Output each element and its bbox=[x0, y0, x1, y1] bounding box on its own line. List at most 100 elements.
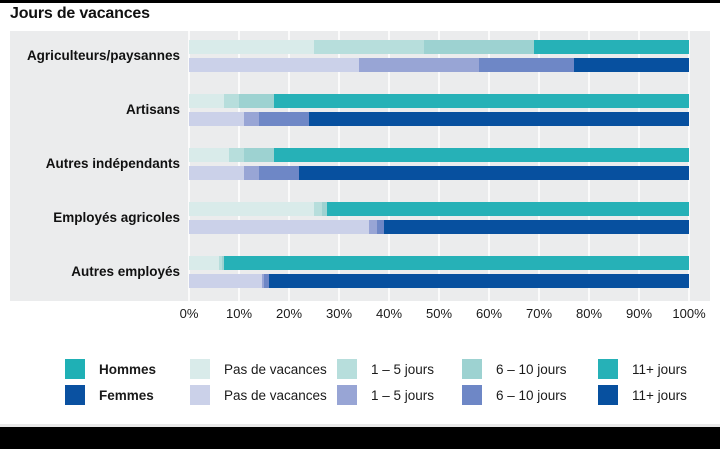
legend-femmes-pas: Pas de vacances bbox=[190, 385, 327, 405]
category-label: Employés agricoles bbox=[53, 210, 180, 225]
bar-segment bbox=[269, 274, 689, 288]
legend-hommes-pas: Pas de vacances bbox=[190, 359, 327, 379]
bar-segment bbox=[264, 274, 269, 288]
bar-segment bbox=[314, 40, 424, 54]
bar-femmes bbox=[189, 58, 689, 72]
bar-segment bbox=[261, 274, 264, 288]
gridline bbox=[688, 31, 690, 301]
bar-segment bbox=[321, 202, 327, 216]
bar-segment bbox=[309, 112, 689, 126]
legend-swatch bbox=[65, 385, 85, 405]
category-label: Autres indépendants bbox=[45, 156, 180, 171]
category-label: Autres employés bbox=[71, 264, 180, 279]
bar-segment bbox=[221, 256, 224, 270]
bar-segment bbox=[534, 40, 689, 54]
bottom-border bbox=[0, 427, 720, 449]
legend-swatch bbox=[65, 359, 85, 379]
bar-segment bbox=[224, 256, 689, 270]
x-axis-tick: 60% bbox=[475, 306, 503, 321]
bar-segment bbox=[259, 166, 299, 180]
bar-segment bbox=[189, 256, 219, 270]
legend-hommes-j11: 11+ jours bbox=[598, 359, 687, 379]
bottom-divider bbox=[0, 424, 720, 427]
bar-segment bbox=[229, 148, 244, 162]
bar-segment bbox=[259, 112, 309, 126]
top-border bbox=[0, 0, 720, 3]
bar-segment bbox=[244, 112, 259, 126]
bar-femmes bbox=[189, 220, 689, 234]
bar-segment bbox=[244, 166, 259, 180]
bar-segment bbox=[479, 58, 574, 72]
legend-item-label: Pas de vacances bbox=[224, 387, 327, 403]
bar-femmes bbox=[189, 166, 689, 180]
bar-segment bbox=[189, 112, 244, 126]
x-axis-tick: 10% bbox=[225, 306, 253, 321]
legend-femmes-j11: 11+ jours bbox=[598, 385, 687, 405]
legend-item-label: 11+ jours bbox=[632, 387, 687, 403]
legend-swatch bbox=[337, 385, 357, 405]
legend-item-label: Pas de vacances bbox=[224, 361, 327, 377]
bar-segment bbox=[376, 220, 384, 234]
legend-series-femmes: Femmes bbox=[65, 385, 154, 405]
category-label: Artisans bbox=[125, 102, 180, 117]
category-label: Agriculteurs/paysannes bbox=[26, 48, 180, 63]
legend-swatch bbox=[337, 359, 357, 379]
x-axis-tick: 90% bbox=[625, 306, 653, 321]
page-title: Jours de vacances bbox=[10, 5, 150, 22]
legend-item-label: 1 – 5 jours bbox=[371, 361, 435, 377]
bar-hommes bbox=[189, 148, 689, 162]
bar-segment bbox=[219, 256, 222, 270]
legend-swatch bbox=[190, 385, 210, 405]
bar-segment bbox=[384, 220, 689, 234]
x-axis-tick: 100% bbox=[672, 306, 706, 321]
legend-femmes-j6_10: 6 – 10 jours bbox=[462, 385, 567, 405]
bar-hommes bbox=[189, 40, 689, 54]
x-axis-tick: 50% bbox=[425, 306, 453, 321]
bar-segment bbox=[369, 220, 377, 234]
x-axis-tick: 0% bbox=[179, 306, 199, 321]
bar-segment bbox=[299, 166, 689, 180]
bar-segment bbox=[189, 94, 224, 108]
bar-segment bbox=[189, 166, 244, 180]
bar-segment bbox=[224, 94, 239, 108]
bar-segment bbox=[359, 58, 479, 72]
x-axis-tick: 30% bbox=[325, 306, 353, 321]
legend-series-label: Hommes bbox=[99, 361, 157, 377]
bar-segment bbox=[189, 202, 314, 216]
x-axis-tick: 80% bbox=[575, 306, 603, 321]
legend-swatch bbox=[190, 359, 210, 379]
legend-item-label: 6 – 10 jours bbox=[496, 361, 567, 377]
legend-hommes-j6_10: 6 – 10 jours bbox=[462, 359, 567, 379]
chart-panel: Agriculteurs/paysannes Artisans Autres ind… bbox=[10, 31, 710, 301]
legend-series-hommes: Hommes bbox=[65, 359, 156, 379]
bar-segment bbox=[326, 202, 689, 216]
legend-swatch bbox=[462, 359, 482, 379]
bar-hommes bbox=[189, 256, 689, 270]
legend-swatch bbox=[598, 385, 618, 405]
bar-segment bbox=[274, 148, 689, 162]
bar-segment bbox=[189, 148, 229, 162]
legend-hommes-j1_5: 1 – 5 jours bbox=[337, 359, 434, 379]
bar-segment bbox=[189, 58, 359, 72]
bar-segment bbox=[239, 94, 274, 108]
legend-femmes-j1_5: 1 – 5 jours bbox=[337, 385, 434, 405]
bar-segment bbox=[189, 274, 262, 288]
bar-segment bbox=[274, 94, 689, 108]
legend-item-label: 6 – 10 jours bbox=[496, 387, 567, 403]
bar-segment bbox=[574, 58, 689, 72]
x-axis-tick: 70% bbox=[525, 306, 553, 321]
bar-femmes bbox=[189, 274, 689, 288]
bar-hommes bbox=[189, 94, 689, 108]
bar-segment bbox=[189, 220, 369, 234]
x-axis-tick: 40% bbox=[375, 306, 403, 321]
bar-segment bbox=[244, 148, 274, 162]
x-axis-tick: 20% bbox=[275, 306, 303, 321]
bar-segment bbox=[314, 202, 322, 216]
legend-swatch bbox=[462, 385, 482, 405]
bar-segment bbox=[189, 40, 314, 54]
legend-item-label: 11+ jours bbox=[632, 361, 687, 377]
bar-femmes bbox=[189, 112, 689, 126]
legend-swatch bbox=[598, 359, 618, 379]
bar-segment bbox=[424, 40, 534, 54]
